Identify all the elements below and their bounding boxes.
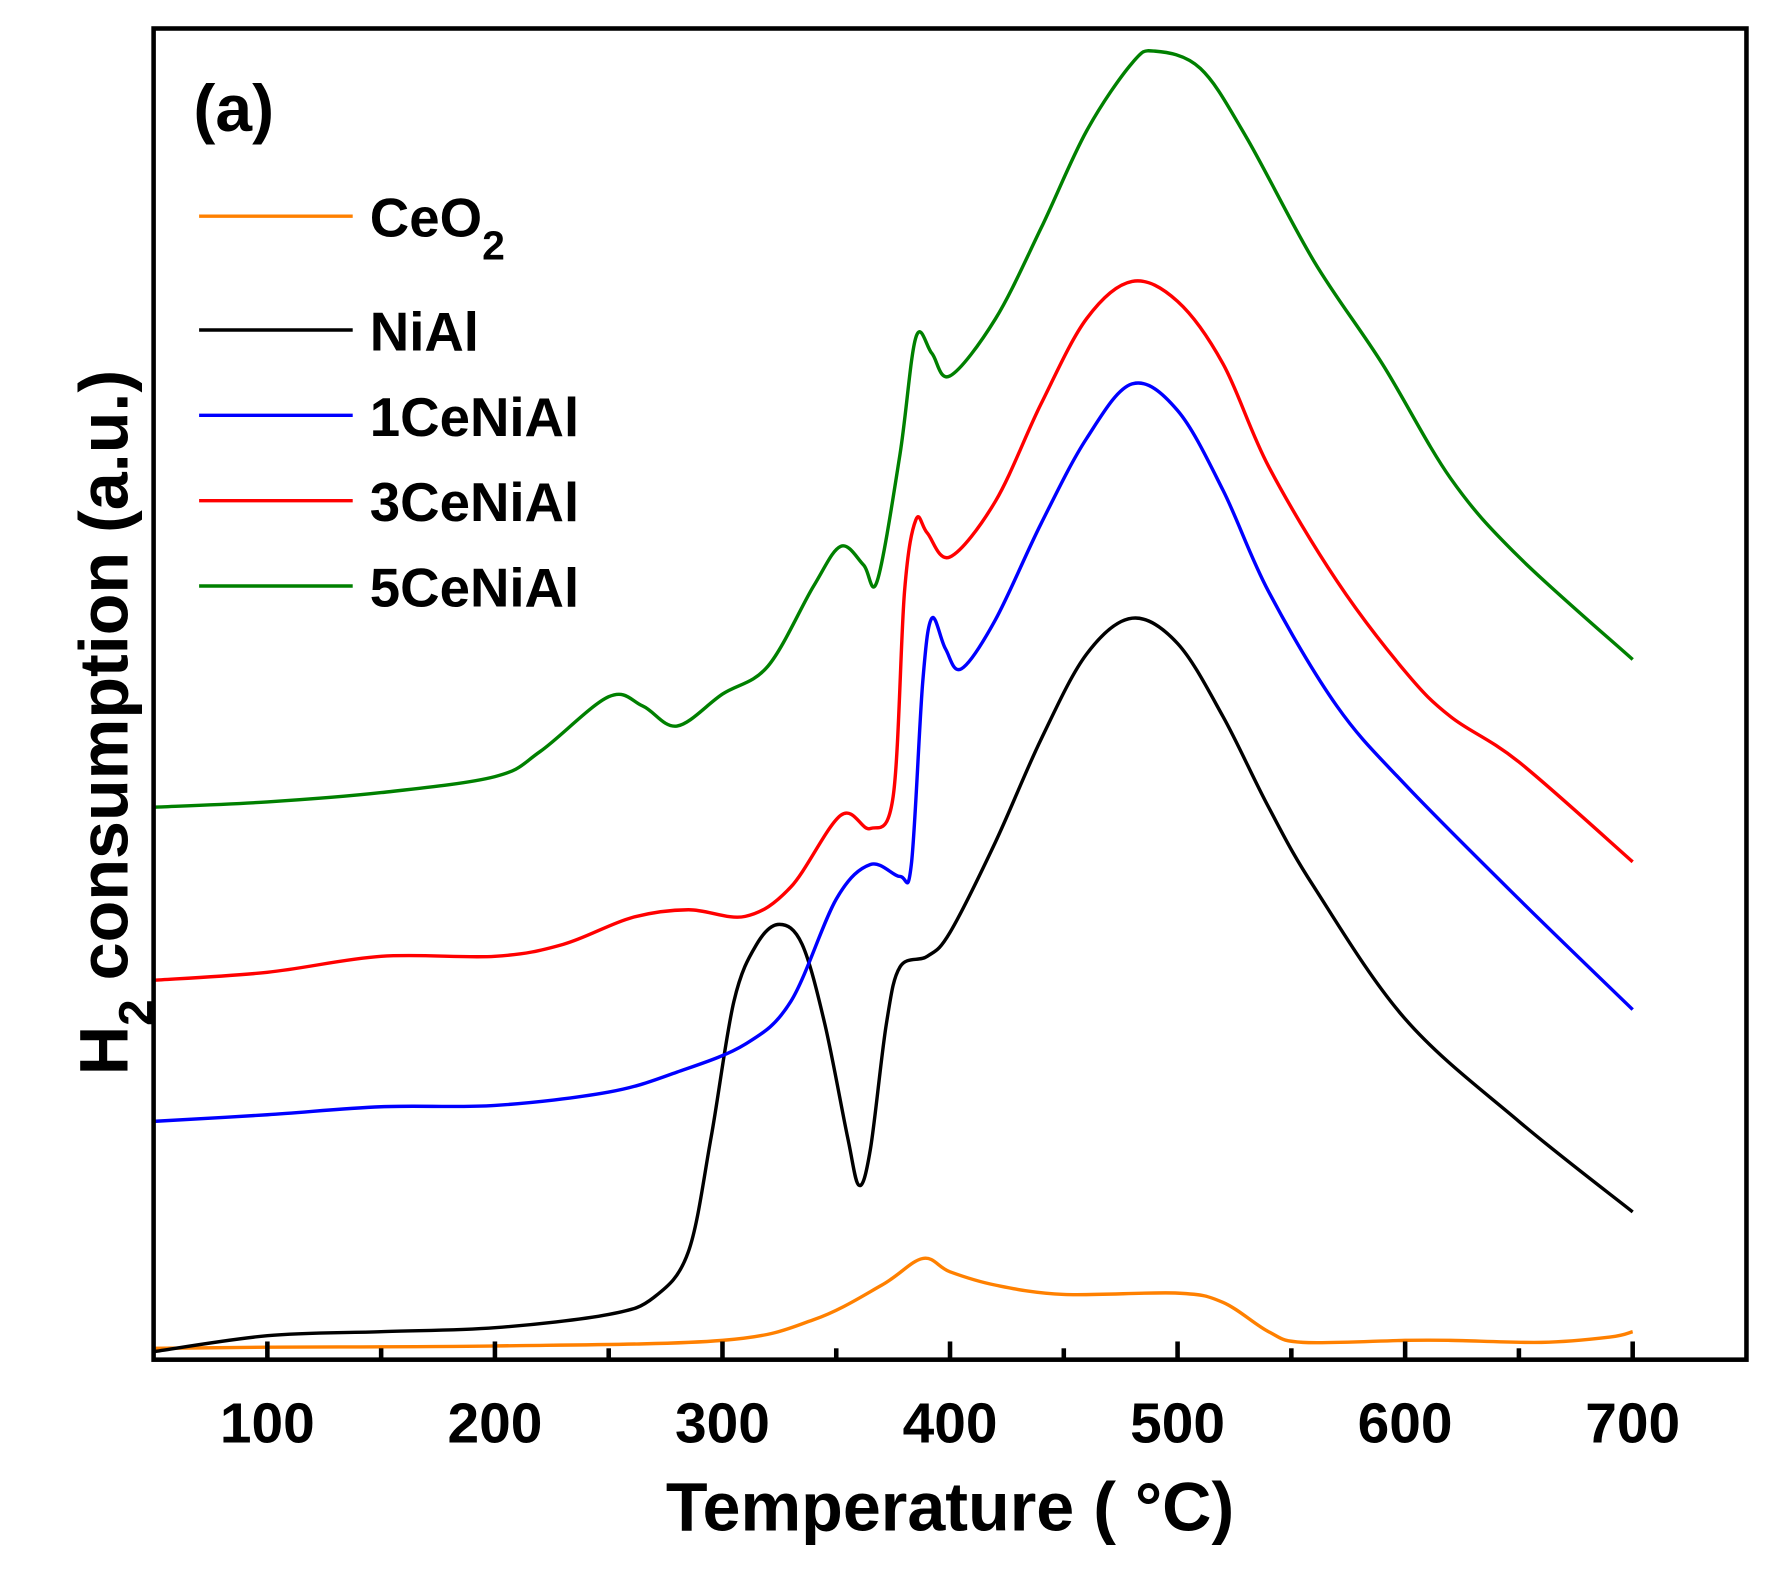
x-tick-label: 500 <box>1130 1393 1225 1456</box>
x-axis-title: Temperature ( °C) <box>666 1469 1234 1545</box>
legend: CeO2 NiAl 1CeNiAl 3CeNiAl 5CeNiAl <box>199 188 579 618</box>
series-line-ceo2 <box>153 1256 1634 1351</box>
series-line-5cenial <box>153 49 1634 809</box>
legend-label-ceo2: CeO2 <box>370 188 505 269</box>
x-tick-label: 400 <box>903 1393 998 1456</box>
x-ticks <box>265 1341 1635 1360</box>
series-layer <box>153 49 1634 1354</box>
panel-label: (a) <box>193 71 274 145</box>
series-line-nial <box>153 616 1634 1354</box>
legend-label-1cenial: 1CeNiAl <box>370 387 579 448</box>
x-tick-label: 200 <box>447 1393 542 1456</box>
legend-label-nial: NiAl <box>370 301 479 362</box>
x-tick-label: 600 <box>1358 1393 1453 1456</box>
legend-label-5cenial: 5CeNiAl <box>370 557 579 618</box>
x-tick-label: 100 <box>220 1393 315 1456</box>
x-tick-label: 700 <box>1585 1393 1680 1456</box>
x-tick-labels: 100 200 300 400 500 600 700 <box>220 1393 1680 1456</box>
x-tick-label: 300 <box>675 1393 770 1456</box>
series-line-1cenial <box>153 381 1634 1124</box>
series-line-3cenial <box>153 279 1634 982</box>
y-axis-title: H2 consumption (a.u.) <box>66 370 163 1075</box>
legend-label-3cenial: 3CeNiAl <box>370 472 579 533</box>
